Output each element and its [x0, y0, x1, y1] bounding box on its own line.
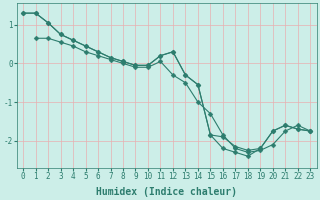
- X-axis label: Humidex (Indice chaleur): Humidex (Indice chaleur): [96, 186, 237, 197]
